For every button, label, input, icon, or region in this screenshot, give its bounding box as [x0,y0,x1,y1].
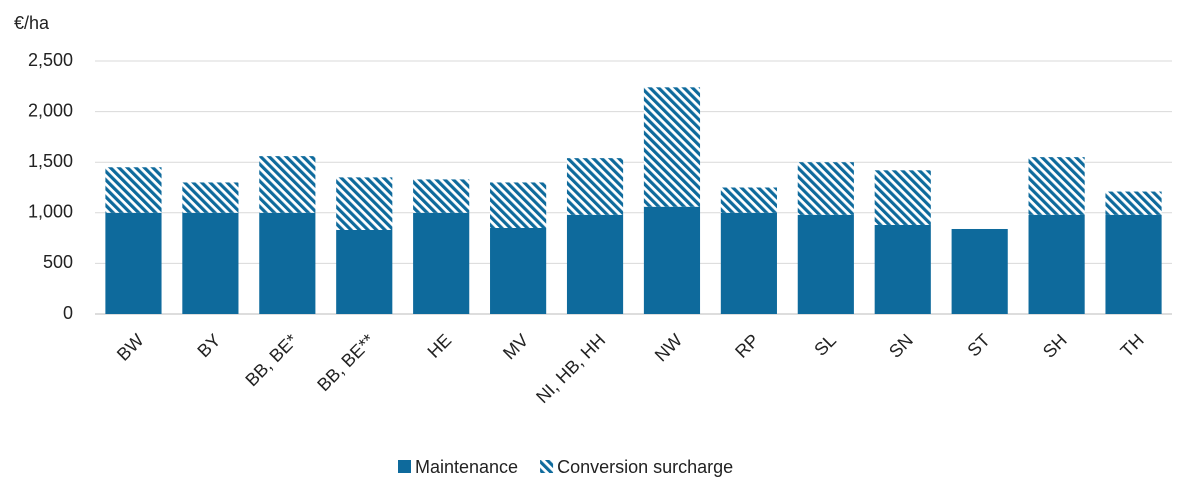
x-tick-label: TH [1117,330,1148,361]
legend: Maintenance Conversion surcharge [398,457,733,477]
bar-segment [490,227,547,314]
y-tick-label: 0 [63,303,73,323]
legend-label: Maintenance [415,457,518,477]
bar-segment [566,214,624,314]
y-tick-label: 1,000 [28,202,73,222]
bar-segment [1028,157,1085,215]
bar-segment [105,167,162,213]
x-tick-label: BW [113,330,148,365]
legend-swatch [540,460,554,473]
bar-segment [720,187,777,213]
bar-segment [874,224,931,314]
x-tick-label: ST [963,330,993,360]
bar-segment [259,212,316,314]
bar-segment [413,212,470,314]
x-tick-label: MV [499,330,532,363]
x-tick-label: NW [651,330,686,365]
y-tick-label: 500 [43,252,73,272]
y-tick-label: 1,500 [28,151,73,171]
bar-segment [413,179,470,213]
bar-segment [336,230,393,314]
x-tick-label: RP [731,330,763,362]
bar-segment [566,158,624,215]
bar-segment [720,212,777,314]
x-tick-label: SL [810,330,840,360]
y-tick-label: 2,500 [28,50,73,70]
x-tick-label: BB, BE* [241,330,301,390]
bar-segment [259,156,316,213]
bar-segment [797,214,854,314]
bar-segment [951,228,1008,314]
legend-swatch [398,460,411,473]
y-axis-label: €/ha [14,13,50,33]
bar-segment [182,182,239,213]
bar-segment [490,182,547,228]
bar-segment [182,212,239,314]
bar-segment [105,212,162,314]
bar-segment [336,177,393,231]
x-tick-label: NI, HB, HH [532,330,609,407]
bar-segment [1105,214,1162,314]
x-tick-label: BB, BE** [313,330,378,395]
bar-segment [1028,214,1085,314]
x-tick-label: BY [193,330,224,361]
legend-label: Conversion surcharge [557,457,733,477]
bar-segment [643,87,701,207]
bar-segment [797,162,854,215]
x-tick-label: SN [885,330,917,362]
y-tick-label: 2,000 [28,100,73,120]
x-tick-label: SH [1039,330,1071,362]
bar-segment [643,206,701,314]
x-tick-label: HE [424,330,456,362]
bar-segment [1105,191,1162,215]
bar-segment [874,170,931,225]
